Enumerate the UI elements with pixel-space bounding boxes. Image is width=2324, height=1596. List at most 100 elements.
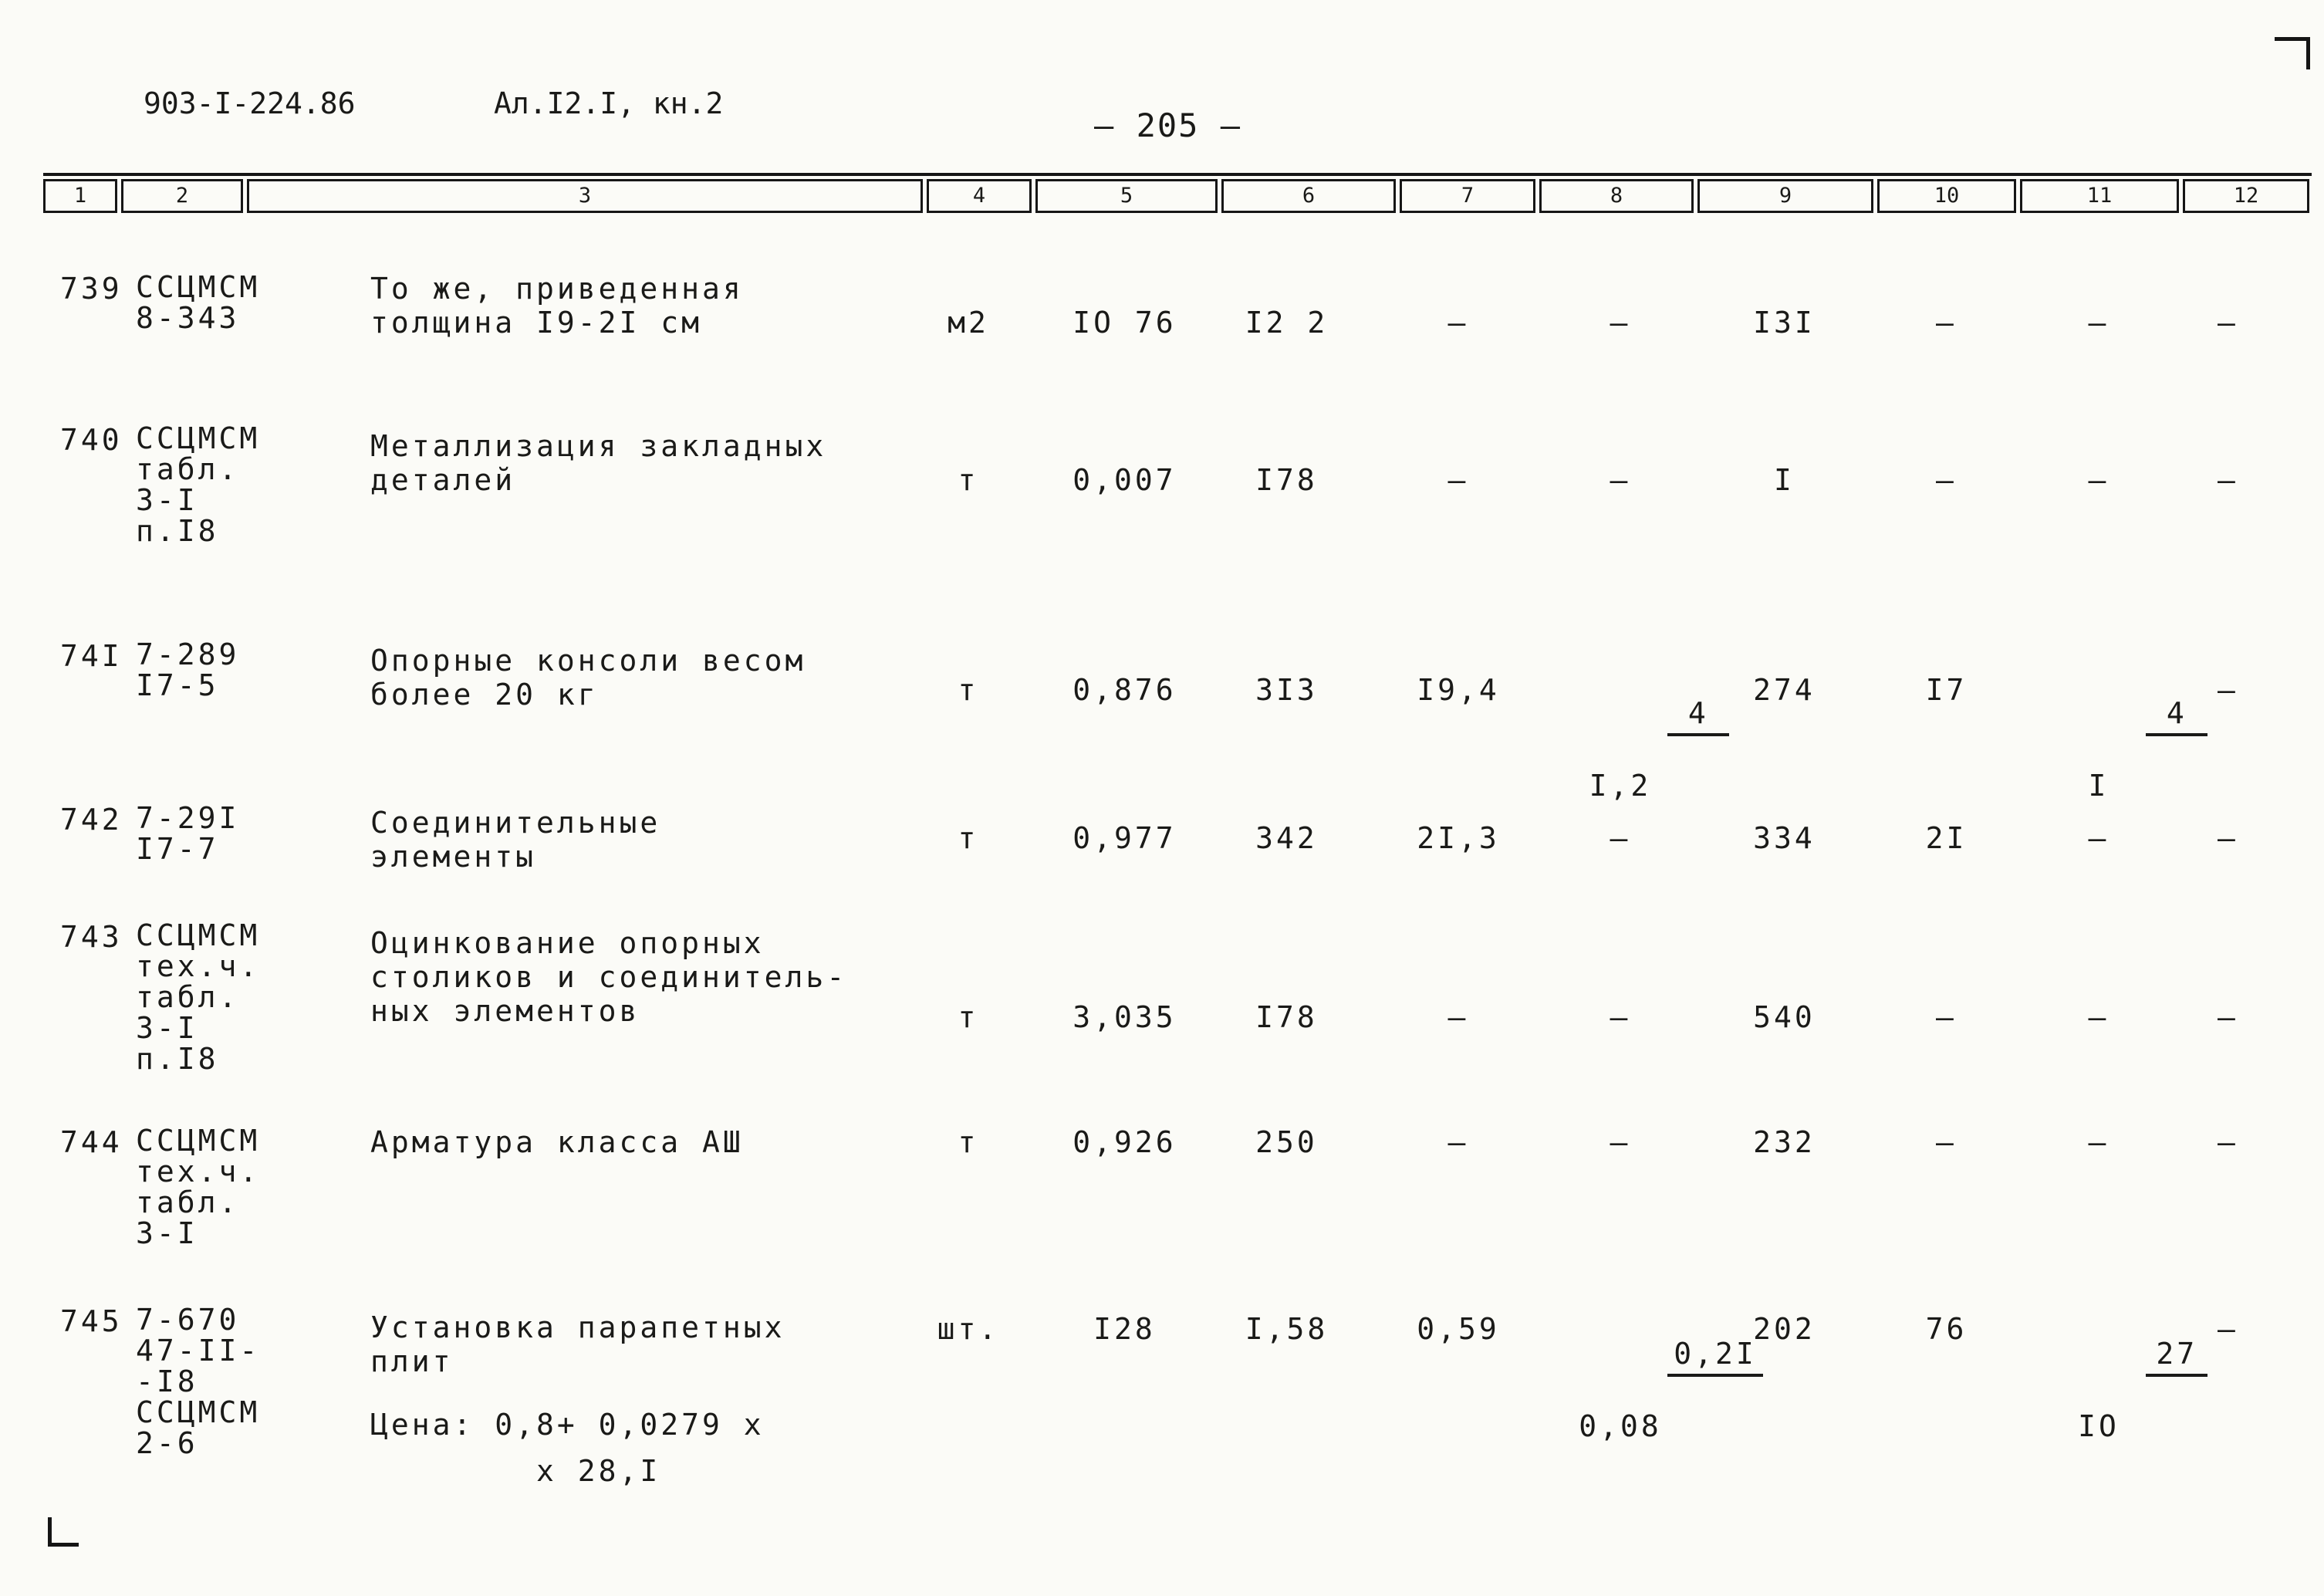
value-cell-5: IO 76: [1072, 306, 1177, 340]
value-cell-10: I7: [1925, 673, 1968, 707]
price-note: Цена: 0,8+ 0,0279 х х 28,I: [370, 1408, 765, 1488]
value-cell-12: –: [2218, 821, 2238, 855]
fraction-numerator: 4: [2146, 698, 2208, 736]
fraction-numerator: 0,2I: [1667, 1338, 1763, 1377]
value-cell-12: –: [2218, 306, 2238, 340]
value-cell-6: I78: [1255, 463, 1318, 497]
value-cell-6: 3I3: [1255, 673, 1318, 707]
col-header-2: 2: [121, 179, 243, 213]
col-header-12: 12: [2183, 179, 2309, 213]
value-cell-9: 202: [1753, 1312, 1816, 1346]
value-cell-10: –: [1936, 1125, 1957, 1159]
estimate-code: 7-29I I7-7: [136, 801, 240, 866]
row-number: 742: [60, 803, 123, 837]
row-number: 744: [60, 1125, 123, 1159]
value-cell-11: –: [2088, 1000, 2110, 1034]
value-cell-8: –: [1610, 306, 1631, 340]
value-cell-8: –: [1610, 463, 1631, 497]
estimate-code: ССЦМСМ тех.ч. табл. 3-I п.I8: [136, 918, 261, 1076]
doc-number: 903-I-224.86: [144, 86, 356, 120]
value-cell-9: 334: [1753, 821, 1816, 855]
estimate-code: ССЦМСМ табл. 3-I п.I8: [136, 421, 261, 548]
value-cell-5: 0,876: [1072, 673, 1177, 707]
value-cell-5: 0,926: [1072, 1125, 1177, 1159]
fraction-cell-11: 27 IO: [2022, 1307, 2208, 1503]
fraction-cell-8: 4 I,2: [1543, 667, 1730, 863]
value-cell-6: I78: [1255, 1000, 1318, 1034]
col-header-8: 8: [1539, 179, 1694, 213]
value-cell-7: 0,59: [1417, 1312, 1500, 1346]
estimate-code: 7-289 I7-5: [136, 637, 240, 702]
value-cell-12: –: [2218, 673, 2238, 707]
value-cell-6: 342: [1255, 821, 1318, 855]
value-cell-7: I9,4: [1417, 673, 1500, 707]
estimate-code: 7-670 47-II- -I8 ССЦМСМ 2-6: [136, 1303, 261, 1460]
value-cell-10: 2I: [1925, 821, 1968, 855]
value-cell-7: –: [1447, 306, 1469, 340]
fraction-denominator: IO: [2078, 1409, 2120, 1443]
col-header-3: 3: [247, 179, 923, 213]
value-cell-12: –: [2218, 1125, 2238, 1159]
value-cell-11: –: [2088, 463, 2110, 497]
crop-mark-bottom-left-icon: [48, 1517, 79, 1547]
value-cell-11: –: [2088, 821, 2110, 855]
fraction-denominator: I,2: [1589, 769, 1652, 803]
unit-cell: т: [958, 1000, 979, 1034]
value-cell-12: –: [2218, 1312, 2238, 1346]
col-header-1: 1: [43, 179, 117, 213]
value-cell-8: –: [1610, 1125, 1631, 1159]
unit-cell: т: [958, 1125, 979, 1159]
col-header-6: 6: [1221, 179, 1396, 213]
unit-cell: т: [958, 821, 979, 855]
value-cell-12: –: [2218, 463, 2238, 497]
value-cell-9: 232: [1753, 1125, 1816, 1159]
col-header-5: 5: [1035, 179, 1218, 213]
value-cell-10: –: [1936, 306, 1957, 340]
value-cell-8: –: [1610, 821, 1631, 855]
work-description: Арматура класса АШ: [370, 1125, 744, 1159]
value-cell-9: I: [1774, 463, 1795, 497]
row-number: 745: [60, 1304, 123, 1338]
value-cell-7: 2I,3: [1417, 821, 1500, 855]
fraction-numerator: 27: [2146, 1338, 2208, 1377]
value-cell-5: 0,977: [1072, 821, 1177, 855]
unit-cell: т: [958, 463, 979, 497]
value-cell-10: –: [1936, 463, 1957, 497]
col-header-4: 4: [927, 179, 1032, 213]
value-cell-10: 76: [1925, 1312, 1968, 1346]
unit-cell: шт.: [937, 1312, 1000, 1346]
value-cell-8: –: [1610, 1000, 1631, 1034]
col-header-9: 9: [1697, 179, 1873, 213]
row-number: 74I: [60, 639, 123, 673]
value-cell-9: 540: [1753, 1000, 1816, 1034]
value-cell-10: –: [1936, 1000, 1957, 1034]
value-cell-7: –: [1447, 1125, 1469, 1159]
value-cell-12: –: [2218, 1000, 2238, 1034]
work-description: Опорные консоли весом более 20 кг: [370, 644, 806, 712]
col-header-10: 10: [1877, 179, 2016, 213]
fraction-denominator: 0,08: [1579, 1409, 1662, 1443]
work-description: Оцинкование опорных столиков и соедините…: [370, 926, 848, 1028]
page-number: — 205 —: [1094, 107, 1242, 144]
value-cell-7: –: [1447, 1000, 1469, 1034]
estimate-code: ССЦМСМ тех.ч. табл. 3-I: [136, 1124, 261, 1250]
crop-mark-top-right-icon: [2275, 37, 2310, 69]
estimate-code: ССЦМСМ 8-343: [136, 270, 261, 335]
row-number: 743: [60, 920, 123, 954]
work-description: Установка парапетных плит: [370, 1310, 785, 1378]
value-cell-5: 3,035: [1072, 1000, 1177, 1034]
row-number: 739: [60, 272, 123, 306]
album-reference: Ал.I2.I, кн.2: [494, 86, 724, 120]
row-number: 740: [60, 423, 123, 457]
value-cell-9: 274: [1753, 673, 1816, 707]
value-cell-5: I28: [1093, 1312, 1156, 1346]
work-description: Металлизация закладных деталей: [370, 429, 827, 497]
fraction-numerator: 4: [1667, 698, 1730, 736]
col-header-11: 11: [2020, 179, 2179, 213]
value-cell-11: –: [2088, 306, 2110, 340]
work-description: То же, приведенная толщина I9-2I см: [370, 272, 744, 340]
value-cell-11: –: [2088, 1125, 2110, 1159]
value-cell-9: I3I: [1753, 306, 1816, 340]
unit-cell: м2: [948, 306, 989, 340]
